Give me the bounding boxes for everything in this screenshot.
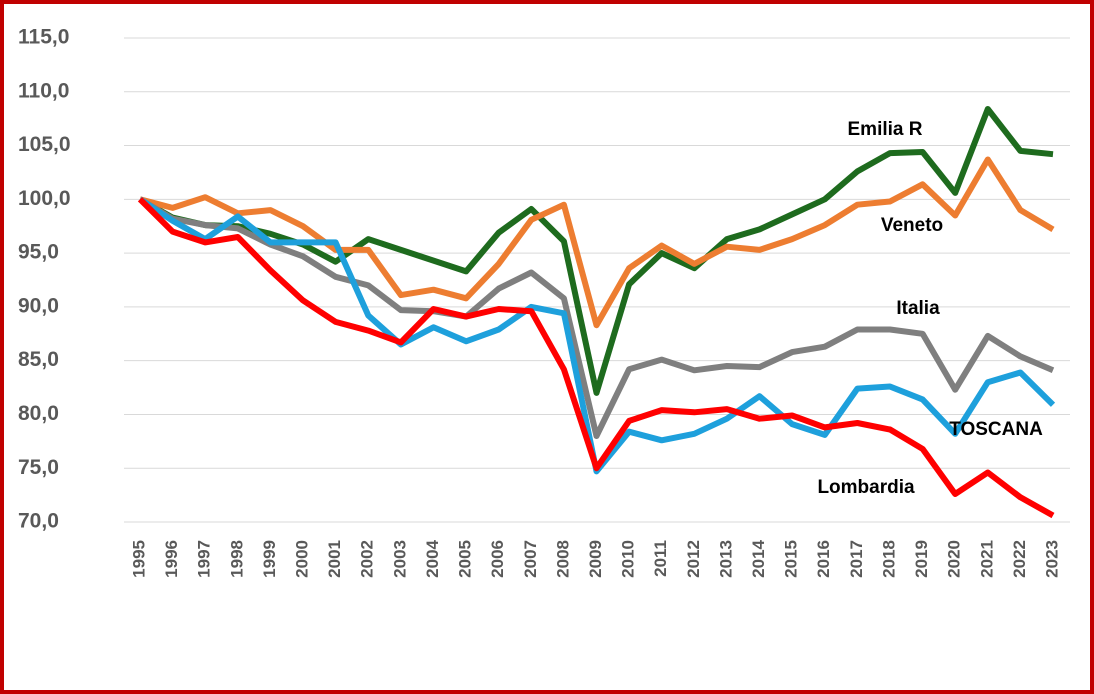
series-label: Veneto (881, 215, 943, 236)
y-tick-label: 85,0 (18, 348, 59, 371)
x-tick-label: 1995 (129, 540, 148, 578)
y-tick-label: 110,0 (18, 79, 69, 102)
x-tick-label: 2009 (586, 540, 605, 578)
series-label: TOSCANA (949, 419, 1043, 440)
x-tick-label: 2001 (325, 540, 344, 578)
x-tick-label: 2006 (488, 540, 507, 578)
series-line (138, 196, 1056, 475)
x-tick-label: 2017 (847, 540, 866, 578)
x-tick-label: 2015 (782, 540, 801, 578)
series-label: Emilia R (848, 119, 923, 140)
y-tick-label: 105,0 (18, 133, 71, 156)
y-tick-label: 115,0 (18, 26, 69, 49)
x-tick-label: 2007 (521, 540, 540, 578)
x-tick-label: 2003 (390, 540, 409, 578)
x-tick-label: 1999 (260, 540, 279, 578)
x-tick-label: 2016 (814, 540, 833, 578)
y-tick-label: 90,0 (18, 294, 59, 317)
series-line (138, 196, 1055, 439)
x-tick-label: 2005 (456, 540, 475, 578)
x-tick-label: 2018 (879, 540, 898, 578)
y-tick-label: 70,0 (18, 510, 59, 533)
x-tick-label: 2014 (749, 539, 768, 577)
x-tick-label: 2019 (912, 540, 931, 578)
x-tick-label: 1998 (227, 540, 246, 578)
x-tick-label: 2002 (358, 540, 377, 578)
y-tick-label: 75,0 (18, 456, 59, 479)
series-label: Lombardia (817, 477, 915, 498)
y-tick-label: 80,0 (18, 402, 59, 425)
x-tick-label: 2022 (1010, 540, 1029, 578)
x-tick-label: 2000 (293, 540, 312, 578)
x-tick-label: 1997 (195, 540, 214, 578)
x-tick-label: 2008 (553, 540, 572, 578)
x-tick-label: 2021 (977, 540, 996, 578)
y-tick-label: 95,0 (18, 241, 59, 264)
x-tick-label: 2020 (945, 540, 964, 578)
series-label: Italia (896, 298, 940, 319)
x-tick-label: 1996 (162, 540, 181, 578)
series-line (139, 156, 1055, 329)
x-tick-label: 2013 (716, 540, 735, 578)
y-tick-label: 100,0 (18, 187, 71, 210)
series-line (137, 197, 1055, 519)
x-tick-label: 2011 (651, 540, 670, 577)
x-tick-label: 2010 (619, 540, 638, 578)
x-tick-label: 2004 (423, 539, 442, 577)
x-tick-label: 2023 (1042, 540, 1061, 578)
x-tick-label: 2012 (684, 540, 703, 578)
